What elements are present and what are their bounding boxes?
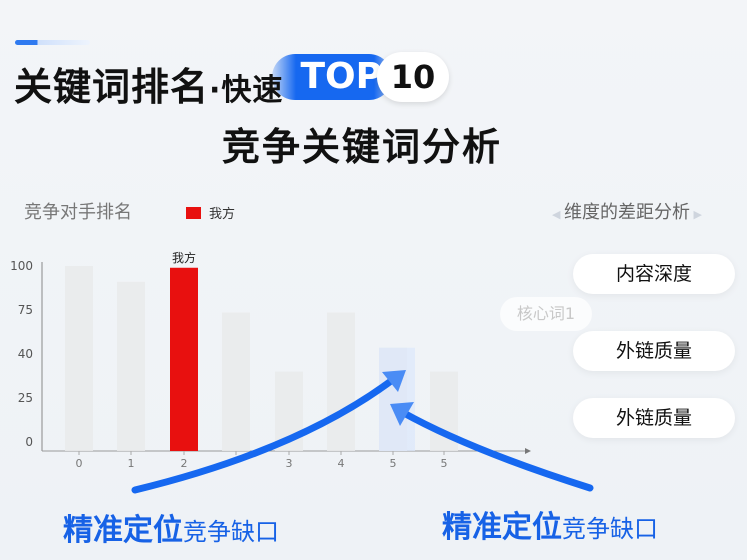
- gap-bar: [379, 347, 415, 451]
- title-main: 关键词排名: [14, 65, 210, 109]
- accent-bar: [15, 40, 90, 45]
- x-tick-label: 3: [286, 457, 293, 470]
- legend-label: 我方: [209, 207, 236, 222]
- bar: [222, 312, 250, 451]
- curved-arrow-right: [398, 408, 594, 492]
- bar-data-label: 我方: [172, 250, 196, 265]
- dimension-pill: 外链质量: [573, 331, 735, 371]
- arrowhead-left-icon: [382, 370, 406, 392]
- arrow-left-icon: ◀: [552, 208, 564, 221]
- legend-swatch: [186, 206, 201, 219]
- dimension-pill: 外链质量: [573, 398, 735, 438]
- top-label: TOP: [300, 56, 382, 97]
- arrowhead-right-icon: [390, 402, 414, 426]
- x-tick-label: 0: [76, 457, 83, 470]
- x-tick-label: 1: [128, 457, 135, 470]
- x-tick-label: 2: [181, 457, 188, 470]
- ghost-keyword-pill: 核心词1: [500, 297, 592, 331]
- bar: [65, 266, 93, 451]
- x-tick-label: 5: [441, 457, 448, 470]
- gap-analysis-label: 维度的差距分析: [563, 202, 690, 223]
- footer-left-caption: 精准定位竞争缺口: [63, 505, 279, 549]
- title-fast: 快速: [221, 73, 284, 108]
- caption-strong: 精准定位: [442, 510, 562, 545]
- bar: [117, 281, 145, 451]
- y-tick-label: 100: [10, 259, 33, 273]
- gap-analysis-title: ◀ 维度的差距分析 ▶: [552, 198, 702, 224]
- top-number-badge: 10: [377, 52, 449, 102]
- y-tick-label: 25: [18, 391, 33, 405]
- dimension-pill: 内容深度: [573, 254, 735, 294]
- y-tick-label: 40: [18, 347, 33, 361]
- x-tick-label: 4: [338, 457, 345, 470]
- bar: [327, 312, 355, 451]
- caption-strong: 精准定位: [63, 513, 183, 548]
- chart-legend: 我方: [186, 203, 235, 222]
- curved-arrow-left: [131, 374, 399, 494]
- title-dot: ·: [209, 73, 222, 108]
- bar: [170, 267, 198, 451]
- y-tick-label: 0: [25, 435, 33, 449]
- x-axis-arrow: [525, 448, 531, 454]
- x-tick-label: 5: [390, 457, 397, 470]
- arrow-right-icon: ▶: [689, 208, 702, 221]
- top-badge: TOP: [272, 54, 392, 100]
- chart-title: 竞争对手排名: [24, 202, 132, 223]
- page-title: 关键词排名·快速: [14, 56, 283, 111]
- footer-right-caption: 精准定位竞争缺口: [442, 502, 658, 546]
- caption-normal: 竞争缺口: [562, 515, 658, 543]
- page-subtitle: 竞争关键词分析: [222, 125, 503, 169]
- caption-normal: 竞争缺口: [183, 518, 279, 546]
- y-tick-label: 75: [18, 303, 33, 317]
